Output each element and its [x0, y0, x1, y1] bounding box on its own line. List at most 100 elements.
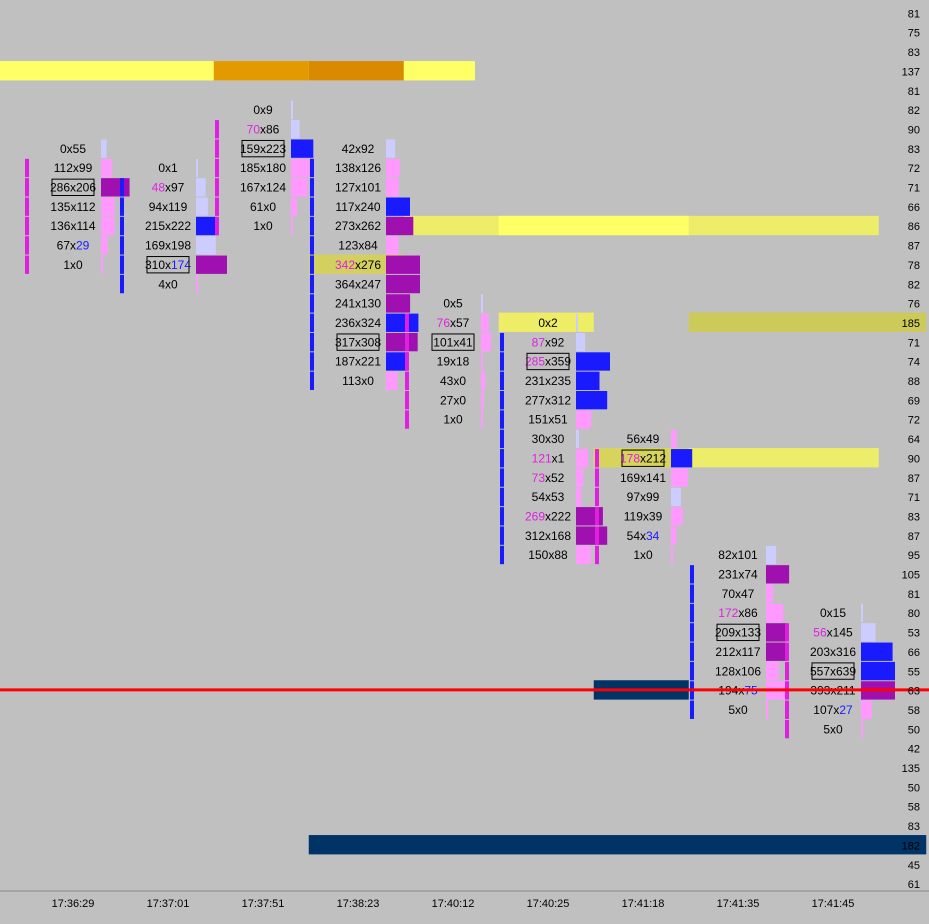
cell-ask: 240 [361, 200, 381, 214]
cell-x: x [640, 471, 646, 485]
cell-delta-bar [766, 545, 777, 565]
cell-x: x [260, 142, 266, 156]
cell-volume-strip [405, 313, 409, 332]
cell-delta-bar [861, 661, 895, 681]
cell-ask: 133 [741, 626, 761, 640]
cell-ask: 86 [744, 606, 758, 620]
cell-x: x [545, 374, 551, 388]
cell-bid-ask: 342x276 [335, 258, 381, 272]
poc-box [621, 449, 665, 467]
cell-delta-bar [386, 274, 420, 294]
cell-volume-strip [500, 487, 504, 507]
cell-bid: 30 [532, 432, 546, 446]
right-scale-label: 72 [908, 415, 920, 427]
cell-delta-bar [481, 313, 489, 332]
cell-bid: 67 [57, 239, 71, 253]
cell-volume-strip [690, 565, 694, 584]
cell-bid-ask: 169x198 [145, 239, 191, 253]
cell-bid: 119 [624, 509, 643, 523]
cell-delta-bar [576, 352, 610, 371]
cell-bid-ask: 127x101 [335, 181, 381, 195]
cell-x: x [545, 529, 551, 543]
cell-delta-bar [291, 178, 308, 197]
cell-bid-ask: 117x240 [335, 200, 380, 214]
cell-x: x [70, 200, 76, 214]
cell-ask: 221 [361, 355, 381, 369]
cell-ask: 324 [361, 316, 381, 330]
cell-bid: 0 [253, 103, 260, 117]
cell-volume-strip [310, 371, 314, 390]
cell-ask: 247 [361, 277, 381, 291]
right-scale-label: 81 [908, 86, 920, 98]
right-scale-label: 66 [908, 202, 920, 214]
cell-delta-bar [386, 216, 414, 236]
cell-bid: 169 [620, 471, 640, 485]
cell-volume-strip [405, 391, 409, 410]
cell-delta-bar [196, 274, 198, 294]
cell-delta-bar [766, 661, 779, 681]
cell-ask: 206 [76, 181, 96, 195]
cell-ask: 27 [839, 703, 853, 717]
cell-delta-bar [671, 468, 688, 487]
cell-bid-ask: 241x130 [335, 297, 381, 311]
cell-bid: 285 [525, 355, 545, 369]
cell-bid: 113 [342, 374, 361, 388]
right-scale-label: 75 [908, 28, 920, 40]
cell-x: x [67, 142, 73, 156]
cell-bid-ask: 212x117 [715, 645, 760, 659]
cell-x: x [260, 181, 266, 195]
cell-bid: 76 [437, 316, 451, 330]
cell-bid-ask: 185x180 [240, 161, 286, 175]
cell-bid-ask: 169x141 [620, 471, 666, 485]
cell-bid: 1 [633, 548, 640, 562]
cell-ask: 235 [551, 374, 571, 388]
cell-bid: 54 [532, 490, 546, 504]
poc-box [716, 623, 760, 642]
right-scale-label: 82 [908, 279, 920, 291]
cell-bid: 1 [443, 413, 450, 427]
cell-bid: 19 [437, 355, 451, 369]
cell-delta-bar [291, 216, 293, 236]
cell-bid-ask: 0x2 [538, 316, 558, 330]
cell-bid: 101 [433, 335, 453, 349]
cell-delta-bar [766, 623, 787, 642]
right-scale-label: 135 [902, 763, 920, 775]
cell-x: x [545, 335, 551, 349]
cell-x: x [355, 161, 361, 175]
cell-ask: 130 [361, 297, 381, 311]
poc-box [811, 662, 855, 680]
cell-x: x [640, 529, 646, 543]
cell-x: x [260, 161, 266, 175]
cell-bid-ask: 82x101 [718, 548, 758, 562]
cell-x: x [830, 722, 836, 736]
cell-bid-ask: 67x29 [57, 239, 90, 253]
right-scale-label: 81 [908, 589, 920, 601]
cell-volume-strip [310, 255, 314, 274]
right-scale-label: 74 [908, 357, 920, 369]
cell-ask: 51 [554, 413, 568, 427]
cell-ask: 223 [266, 142, 286, 156]
cell-bid: 269 [525, 509, 545, 523]
cell-x: x [738, 568, 744, 582]
cell-x: x [260, 103, 266, 117]
cell-bid: 48 [152, 181, 166, 195]
right-scale-label: 87 [908, 531, 920, 543]
cell-bid: 135 [50, 200, 70, 214]
cell-volume-strip [500, 545, 504, 565]
right-scale-label: 63 [908, 686, 920, 698]
cell-bid: 231 [718, 568, 738, 582]
cell-bid-ask: 215x222 [145, 219, 191, 233]
cell-x: x [355, 219, 361, 233]
cell-bid: 169 [145, 239, 165, 253]
cell-delta-bar [291, 100, 293, 120]
poc-box [51, 178, 95, 196]
cell-delta-bar [766, 700, 768, 719]
cell-ask: 9 [266, 103, 273, 117]
cell-bid-ask: 43x0 [440, 374, 466, 388]
cell-bid: 310 [145, 258, 165, 272]
cell-ask: 92 [551, 335, 565, 349]
right-scale-label: 55 [908, 666, 920, 678]
right-scale-label: 71 [908, 492, 920, 504]
cell-bid-ask: 286x206 [50, 181, 96, 195]
cell-bid: 1 [63, 258, 70, 272]
